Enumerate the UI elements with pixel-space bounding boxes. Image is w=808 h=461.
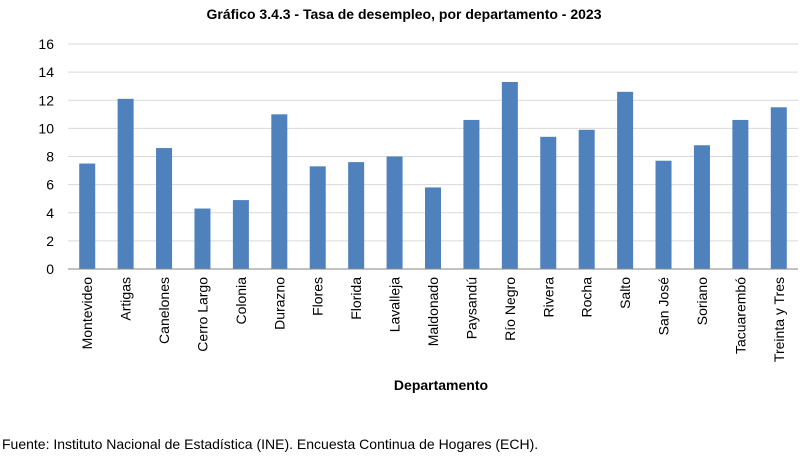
bar-florida [348,162,365,269]
gridlines [68,43,798,242]
y-tick-label: 14 [38,64,54,80]
y-tick-label: 10 [38,120,54,136]
bars [79,81,787,269]
x-tick-label: Florida [348,277,364,320]
y-tick-label: 4 [46,205,54,221]
y-tick-label: 2 [46,233,54,249]
bar-rivera [540,136,557,269]
bar-montevideo [79,163,96,269]
x-tick-label: Paysandú [463,277,479,339]
y-tick-label: 6 [46,177,54,193]
source-note: Fuente: Instituto Nacional de Estadístic… [2,436,539,452]
x-tick-label: Cerro Largo [194,277,210,352]
bar-chart: Gráfico 3.4.3 - Tasa de desempleo, por d… [38,6,798,393]
bar-san-jos- [655,160,672,269]
x-tick-label: Montevideo [79,277,95,350]
bar-rocha [578,129,595,269]
x-tick-label: Tacuarembó [732,277,748,354]
bar-treinta-y-tres [770,107,787,269]
bar-cerro-largo [194,208,211,269]
x-tick-label: Soriano [694,277,710,325]
x-axis-ticks: Montevideo Artigas Canelones Cerro Largo Col… [79,277,787,362]
bar-flores [309,166,326,269]
bar-canelones [156,148,173,269]
bar-tacuaremb- [732,119,749,269]
y-tick-label: 16 [38,36,54,52]
y-tick-label: 8 [46,149,54,165]
x-tick-label: Artigas [118,277,134,321]
x-tick-label: Treinta y Tres [771,277,787,362]
bar-lavalleja [386,156,403,269]
bar-durazno [271,114,288,269]
x-tick-label: San José [656,277,672,336]
x-tick-label: Durazno [271,277,287,330]
x-tick-label: Salto [617,277,633,309]
bar-paysand- [463,119,480,269]
bar-soriano [693,145,710,269]
x-tick-label: Canelones [156,277,172,344]
bar-colonia [232,200,249,269]
x-tick-label: Rivera [540,277,556,318]
y-tick-label: 0 [46,261,54,277]
x-tick-label: Rocha [579,277,595,318]
y-axis-ticks: 0 2 4 6 8 10 12 14 16 [38,36,54,277]
bar-maldonado [425,187,441,269]
x-axis-title: Departamento [394,377,488,393]
x-tick-label: Flores [310,277,326,316]
x-tick-label: Maldonado [425,277,441,346]
y-tick-label: 12 [38,92,54,108]
x-tick-label: Lavalleja [387,277,403,332]
chart-title: Gráfico 3.4.3 - Tasa de desempleo, por d… [207,6,602,22]
bar-salto [617,91,634,269]
bar-r-o-negro [501,81,518,269]
x-tick-label: Colonia [233,277,249,325]
bar-artigas [117,98,134,269]
x-tick-label: Río Negro [502,277,518,341]
